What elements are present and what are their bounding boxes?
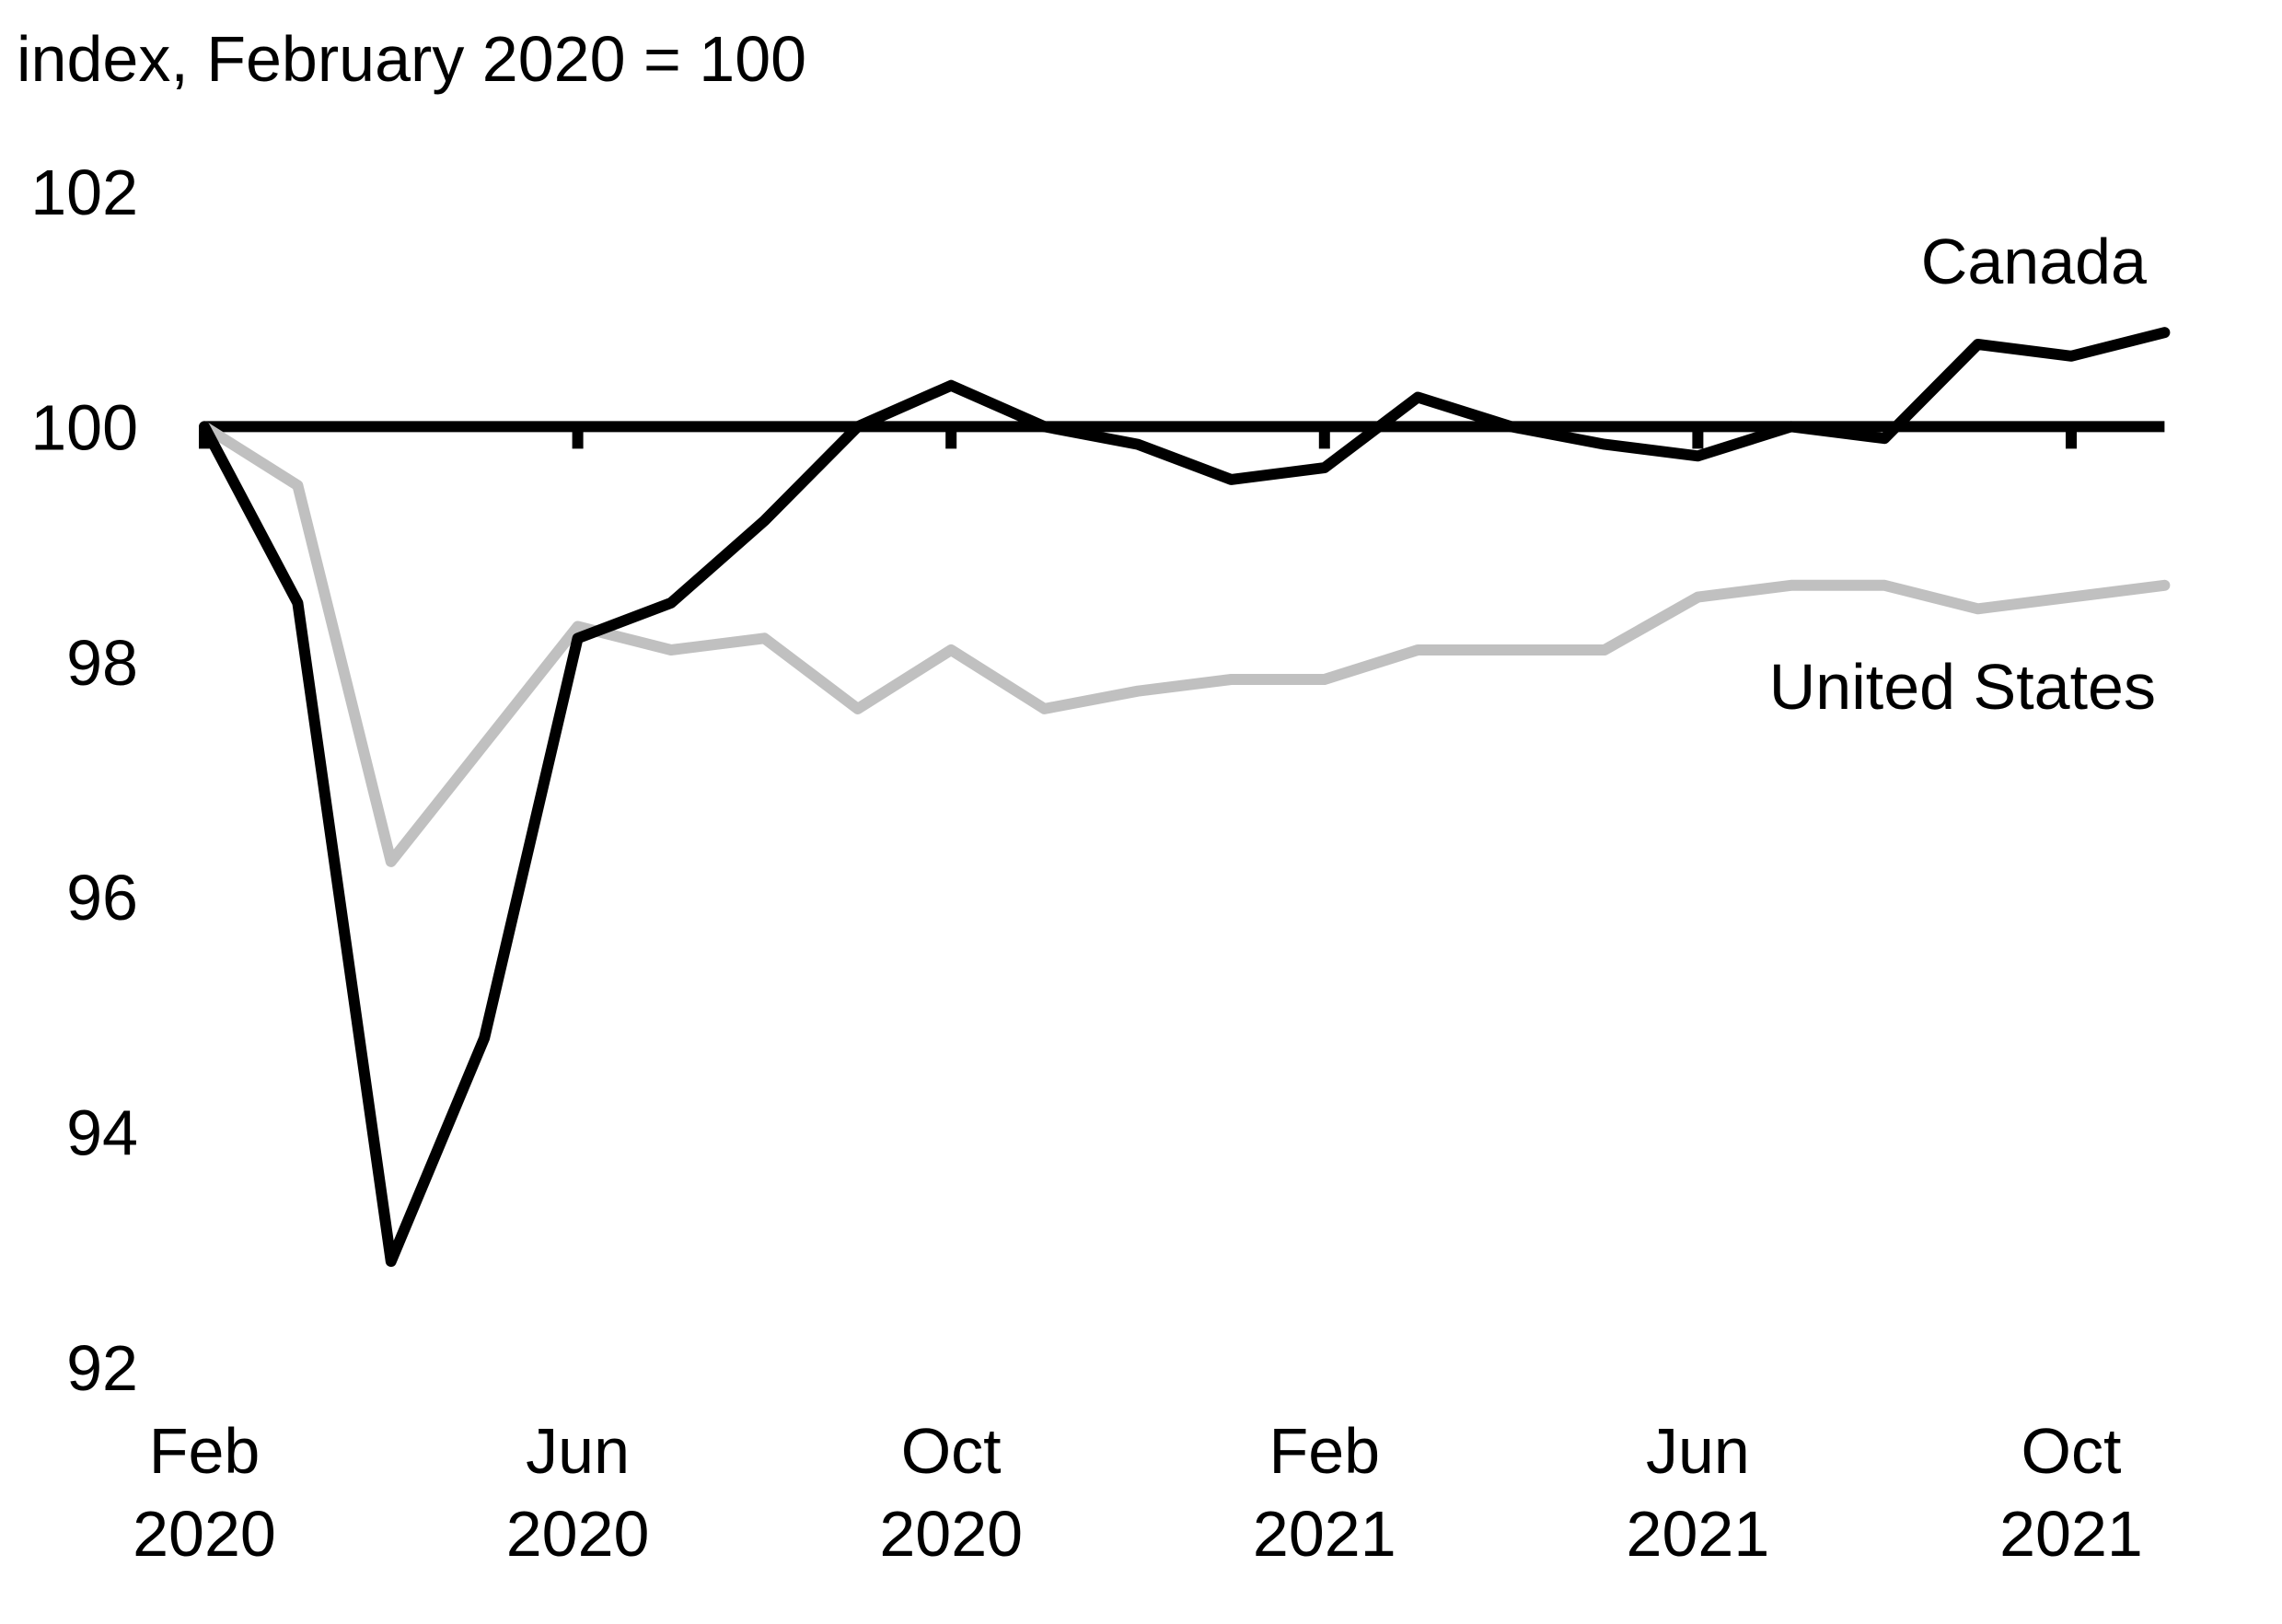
series-line-united-states xyxy=(199,421,2171,867)
y-tick-label: 98 xyxy=(66,627,138,699)
x-tick-label-month: Feb xyxy=(1268,1415,1380,1487)
x-tick-label-year: 2021 xyxy=(1627,1498,1770,1570)
x-tick-label-month: Oct xyxy=(2021,1415,2122,1487)
series-label-canada: Canada xyxy=(1921,226,2147,297)
y-tick-label: 96 xyxy=(66,862,138,934)
series-line-canada xyxy=(199,327,2171,1268)
y-tick-label: 100 xyxy=(30,391,138,463)
x-tick-label-year: 2020 xyxy=(506,1498,650,1570)
series-labels: Canada United States xyxy=(1769,226,2156,723)
x-tick-label-year: 2020 xyxy=(879,1498,1023,1570)
y-axis-ticks: 102 100 98 96 94 92 xyxy=(30,157,138,1404)
x-tick-label-year: 2021 xyxy=(1999,1498,2143,1570)
x-tick-label-month: Jun xyxy=(526,1415,630,1487)
x-tick-label-month: Feb xyxy=(149,1415,261,1487)
series-label-united-states: United States xyxy=(1769,651,2156,723)
x-tick-label-month: Oct xyxy=(901,1415,1002,1487)
x-tick-label-year: 2021 xyxy=(1253,1498,1396,1570)
y-tick-label: 94 xyxy=(66,1097,138,1169)
x-axis-ticks: Feb 2020 Jun 2020 Oct 2020 Feb 2021 Jun 2021 Oct 20… xyxy=(133,1415,2143,1570)
y-tick-label: 102 xyxy=(30,157,138,228)
x-tick-label-month: Jun xyxy=(1646,1415,1750,1487)
y-axis-unit-label: index, February 2020 = 100 xyxy=(17,23,806,95)
x-tick-label-year: 2020 xyxy=(133,1498,276,1570)
series-lines xyxy=(199,327,2171,1268)
y-tick-label: 92 xyxy=(66,1332,138,1404)
